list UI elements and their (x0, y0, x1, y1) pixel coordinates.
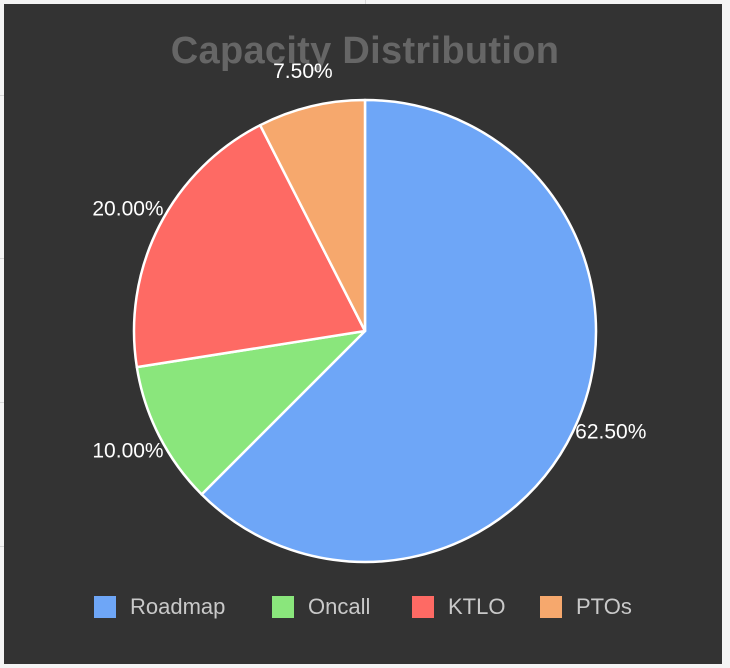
chart-title: Capacity Distribution (170, 30, 560, 72)
page-grid-mark (0, 402, 4, 403)
pie-slice-ktlo[interactable] (132, 123, 367, 369)
pie-label-roadmap: 62.50% (575, 420, 646, 443)
legend-swatch-ptos (540, 596, 562, 618)
legend-label-roadmap: Roadmap (130, 594, 226, 619)
legend-swatch-ktlo (412, 596, 434, 618)
legend-swatch-oncall (272, 596, 294, 618)
legend-label-ptos: PTOs (576, 594, 632, 619)
pie-label-ktlo: 20.00% (92, 198, 163, 221)
legend-label-ktlo: KTLO (448, 594, 506, 619)
page-grid-mark (0, 546, 4, 547)
pie-slice-roadmap[interactable] (200, 98, 598, 564)
legend-label-oncall: Oncall (308, 594, 371, 619)
page-grid-mark (0, 258, 4, 259)
page-grid-mark (0, 95, 4, 96)
page-grid-mark (365, 0, 366, 4)
legend-swatch-roadmap (94, 596, 116, 618)
pie-label-oncall: 10.00% (92, 439, 163, 462)
chart-legend: Roadmap Oncall KTLO PTOs (0, 592, 730, 622)
pie-slice-oncall[interactable] (135, 329, 367, 496)
pie-label-ptos: 7.50% (273, 60, 333, 83)
pie-slice-ptos[interactable] (258, 98, 367, 333)
